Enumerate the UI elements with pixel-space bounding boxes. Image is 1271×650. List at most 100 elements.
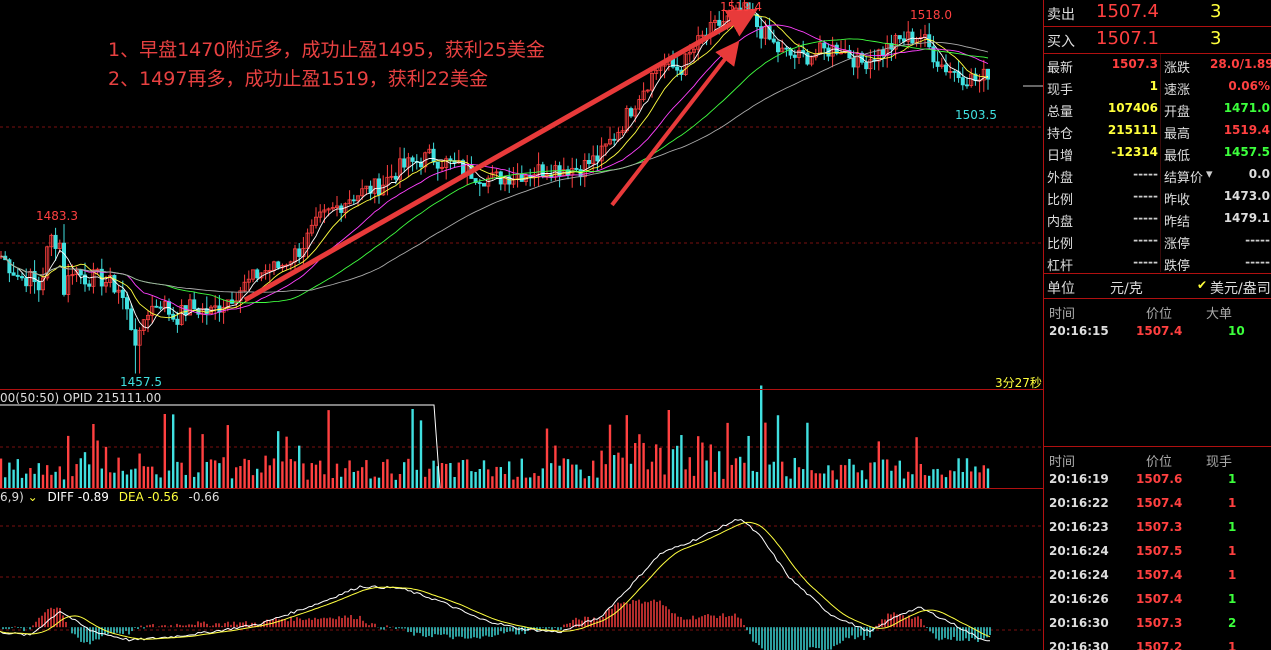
candle-body bbox=[129, 308, 134, 331]
stat-value: ----- bbox=[1133, 233, 1158, 247]
stat-label: 现手 bbox=[1047, 83, 1074, 98]
stat-value: 1 bbox=[1149, 79, 1158, 93]
stats-row: 比例 ----- 涨停 ----- bbox=[1044, 230, 1271, 252]
buy-row[interactable]: 买入 1507.1 3 bbox=[1044, 27, 1271, 55]
candle-body bbox=[868, 59, 873, 70]
countdown-timer: 3分27秒 bbox=[995, 376, 1042, 390]
candle-body bbox=[381, 184, 386, 196]
stat-label: 最新 bbox=[1047, 61, 1074, 76]
candle-body bbox=[49, 234, 54, 248]
candle-body bbox=[591, 155, 596, 165]
bigtrade-time: 20:16:15 bbox=[1049, 324, 1109, 338]
stats-row: 持仓 215111 最高 1519.4 bbox=[1044, 120, 1271, 142]
candle-body bbox=[83, 274, 88, 285]
macd-params: 6,9) bbox=[0, 490, 24, 504]
tick-hand: 1 bbox=[1228, 640, 1237, 650]
tick-row[interactable]: 20:16:22 1507.4 1 bbox=[1044, 492, 1271, 516]
candle-body bbox=[881, 49, 886, 56]
candle-body bbox=[355, 195, 360, 202]
tick-time: 20:16:22 bbox=[1049, 496, 1109, 510]
candle-body bbox=[675, 66, 680, 71]
candle-body bbox=[389, 175, 394, 178]
candle-body bbox=[175, 318, 180, 325]
candle-body bbox=[78, 269, 83, 276]
candle-body bbox=[360, 188, 365, 197]
ma10-line bbox=[0, 14, 989, 319]
candle-body bbox=[830, 44, 835, 57]
candle-body bbox=[179, 305, 184, 325]
ticks-header: 时间 价位 现手 bbox=[1044, 448, 1271, 472]
tick-price: 1507.4 bbox=[1136, 592, 1183, 606]
bigtrade-header-price: 价位 bbox=[1146, 307, 1173, 322]
candle-body bbox=[473, 178, 478, 183]
tick-row[interactable]: 20:16:24 1507.4 1 bbox=[1044, 564, 1271, 588]
candle-body bbox=[330, 207, 335, 210]
stats-row: 日增 -12314 最低 1457.5 bbox=[1044, 142, 1271, 164]
stat-value: 0.06% bbox=[1228, 79, 1270, 93]
candle-body bbox=[192, 299, 197, 310]
stat-value: 28.0/1.89% bbox=[1210, 57, 1271, 71]
candle-body bbox=[53, 234, 58, 249]
candle-body bbox=[133, 329, 138, 346]
candle-body bbox=[376, 178, 381, 196]
stat-value: 107406 bbox=[1107, 101, 1158, 115]
tick-time: 20:16:24 bbox=[1049, 568, 1109, 582]
candle-body bbox=[74, 269, 79, 275]
unit-usd-option[interactable]: 美元/盎司 bbox=[1210, 281, 1271, 297]
ticks-header-time: 时间 bbox=[1049, 455, 1076, 470]
candle-body bbox=[116, 289, 121, 293]
tick-price: 1507.2 bbox=[1136, 640, 1183, 650]
tick-price: 1507.4 bbox=[1136, 496, 1183, 510]
stat-value: 1519.4 bbox=[1223, 123, 1270, 137]
tick-row[interactable]: 20:16:30 1507.2 1 bbox=[1044, 636, 1271, 650]
candle-body bbox=[603, 143, 608, 147]
macd-dea: DEA -0.56 bbox=[118, 490, 179, 504]
chevron-down-icon[interactable]: ▾ bbox=[1206, 167, 1213, 182]
candle-body bbox=[255, 269, 260, 279]
stats-row: 杠杆 ----- 跌停 ----- bbox=[1044, 252, 1271, 274]
tick-time: 20:16:30 bbox=[1049, 616, 1109, 630]
tick-row[interactable]: 20:16:23 1507.3 1 bbox=[1044, 516, 1271, 540]
stat-value: -12314 bbox=[1111, 145, 1158, 159]
candle-body bbox=[755, 14, 760, 27]
annotation-line-1: 1、早盘1470附近多，成功止盈1495，获利25美金 bbox=[108, 39, 545, 61]
bigtrade-row[interactable]: 20:16:15 1507.4 10 bbox=[1044, 320, 1271, 344]
opid-line bbox=[0, 404, 441, 489]
tick-row[interactable]: 20:16:26 1507.4 1 bbox=[1044, 588, 1271, 612]
candle-body bbox=[805, 52, 810, 65]
candle-body bbox=[213, 305, 218, 308]
candle-body bbox=[112, 275, 117, 293]
chevron-down-icon[interactable]: ⌄ bbox=[27, 490, 38, 504]
stat-value: ----- bbox=[1133, 255, 1158, 269]
unit-cny-option[interactable]: 元/克 bbox=[1110, 281, 1143, 297]
tick-row[interactable]: 20:16:30 1507.3 2 bbox=[1044, 612, 1271, 636]
candle-body bbox=[893, 35, 898, 50]
stat-label: 最高 bbox=[1164, 127, 1191, 142]
tick-row[interactable]: 20:16:24 1507.5 1 bbox=[1044, 540, 1271, 564]
candle-body bbox=[595, 155, 600, 162]
stat-value: 0.0 bbox=[1248, 167, 1270, 181]
candle-body bbox=[481, 182, 486, 187]
stat-label: 持仓 bbox=[1047, 127, 1074, 142]
candle-body bbox=[36, 281, 41, 291]
buy-qty: 3 bbox=[1210, 28, 1222, 49]
stat-label: 外盘 bbox=[1047, 171, 1074, 186]
stat-value: 1457.5 bbox=[1223, 145, 1270, 159]
candle-body bbox=[452, 160, 457, 164]
kline-chart[interactable] bbox=[0, 0, 1043, 650]
macd-diff: DIFF -0.89 bbox=[47, 490, 109, 504]
candle-body bbox=[221, 306, 226, 313]
tick-row[interactable]: 20:16:19 1507.6 1 bbox=[1044, 468, 1271, 492]
chart-area[interactable]: 1、早盘1470附近多，成功止盈1495，获利25美金 2、1497再多，成功止… bbox=[0, 0, 1043, 650]
stat-value: ----- bbox=[1133, 189, 1158, 203]
stat-label: 昨收 bbox=[1164, 193, 1191, 208]
stat-label: 昨结 bbox=[1164, 215, 1191, 230]
ma60-line bbox=[0, 41, 989, 293]
stats-row: 比例 ----- 昨收 1473.0 bbox=[1044, 186, 1271, 208]
sell-row[interactable]: 卖出 1507.4 3 bbox=[1044, 0, 1271, 28]
candle-body bbox=[792, 54, 797, 58]
candle-body bbox=[309, 224, 314, 234]
candle-body bbox=[385, 176, 390, 186]
candle-body bbox=[276, 261, 281, 269]
candle-body bbox=[767, 26, 772, 40]
